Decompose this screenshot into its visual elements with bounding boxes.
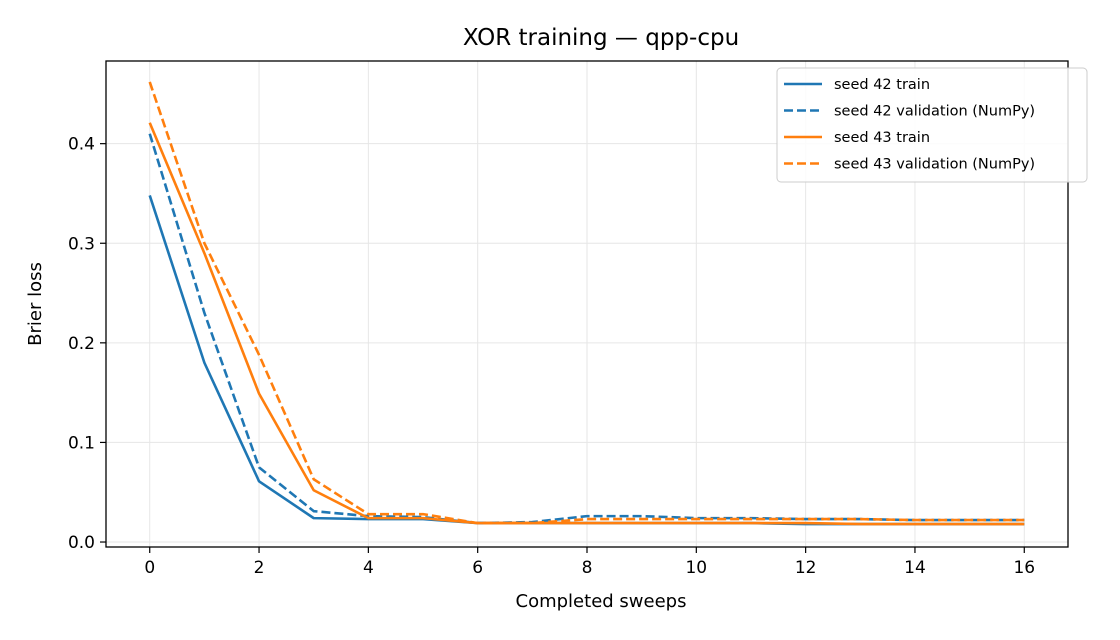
legend-label: seed 43 validation (NumPy) — [834, 157, 1035, 173]
y-axis: 0.0 0.1 0.2 0.3 0.4 — [68, 135, 106, 553]
y-axis-label: Brier loss — [25, 262, 46, 346]
legend-label: seed 42 train — [834, 77, 930, 93]
series-line — [148, 81, 1025, 525]
x-tick-label: 4 — [363, 558, 374, 578]
x-tick-label: 10 — [685, 558, 707, 578]
x-tick-label: 16 — [1013, 558, 1035, 578]
legend-label: seed 43 train — [834, 130, 930, 146]
chart-title: XOR training — qpp-cpu — [463, 25, 739, 51]
legend-label: seed 42 validation (NumPy) — [834, 104, 1035, 120]
x-tick-label: 0 — [144, 558, 155, 578]
legend-box — [776, 67, 1088, 183]
series-lines — [148, 81, 1025, 526]
x-tick-label: 8 — [582, 558, 593, 578]
x-tick-label: 14 — [904, 558, 926, 578]
series-line — [148, 122, 1025, 526]
x-tick-label: 6 — [472, 558, 483, 578]
y-tick-label: 0.2 — [68, 334, 95, 354]
y-tick-label: 0.1 — [68, 433, 95, 453]
x-axis: 0 2 4 6 8 10 12 14 16 — [144, 547, 1035, 578]
x-axis-label: Completed sweeps — [516, 591, 687, 612]
series-line — [148, 133, 1025, 525]
legend: seed 42 train seed 42 validation (NumPy) s… — [776, 67, 1088, 183]
x-tick-label: 2 — [254, 558, 265, 578]
y-tick-label: 0.0 — [68, 533, 95, 553]
y-tick-label: 0.3 — [68, 234, 95, 254]
y-tick-label: 0.4 — [68, 135, 95, 155]
x-tick-label: 12 — [795, 558, 817, 578]
